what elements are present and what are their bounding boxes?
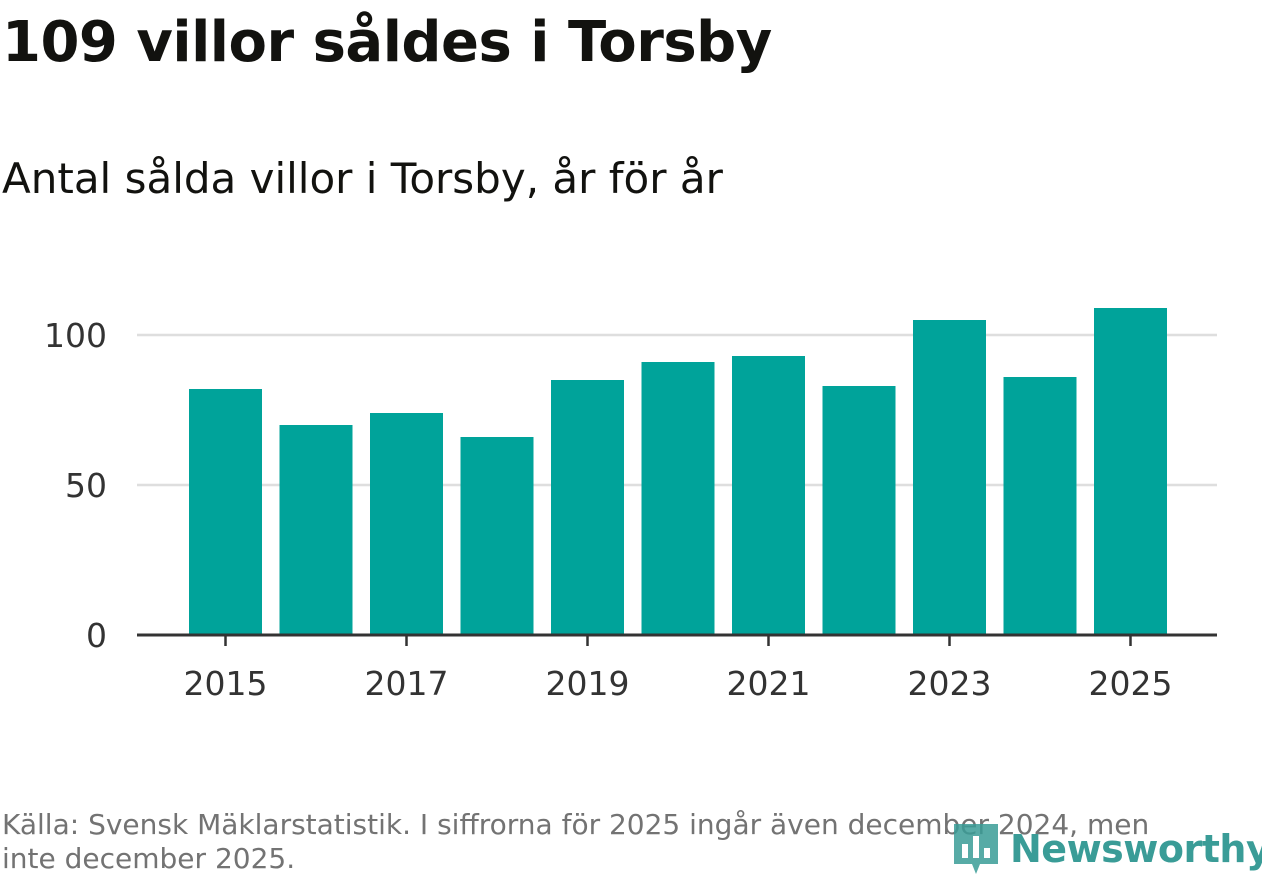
axes: 0 50 100 2015 2017 2019 2021 2023 2025 [44, 316, 1217, 703]
x-tick-label: 2017 [365, 664, 449, 703]
bar-2019 [551, 380, 624, 635]
bar-2015 [189, 389, 262, 635]
bar-series [189, 308, 1167, 635]
bar-2023 [913, 320, 986, 635]
chart-title: 109 villor såldes i Torsby [2, 10, 772, 75]
x-tick-label: 2015 [184, 664, 268, 703]
bar-2025 [1094, 308, 1167, 635]
x-tick-label: 2019 [546, 664, 630, 703]
bar-chart: 0 50 100 2015 2017 2019 2021 2023 2025 [44, 308, 1217, 703]
bar-2021 [732, 356, 805, 635]
bar-2024 [1003, 377, 1077, 635]
brand-logo: Newsworthy [950, 820, 1262, 878]
y-tick-label: 50 [65, 466, 107, 505]
chart-subtitle: Antal sålda villor i Torsby, år för år [2, 154, 723, 203]
bar-2018 [460, 437, 534, 635]
bar-2016 [279, 425, 353, 635]
x-tick-label: 2025 [1089, 664, 1173, 703]
bar-2020 [641, 362, 715, 635]
y-tick-label: 100 [44, 316, 107, 355]
x-tick-label: 2023 [908, 664, 992, 703]
x-tick-label: 2021 [727, 664, 811, 703]
bar-2017 [370, 413, 443, 635]
newsworthy-logo-icon [954, 824, 998, 874]
brand-name: Newsworthy [1010, 827, 1262, 871]
bar-2022 [822, 386, 896, 635]
y-tick-label: 0 [86, 616, 107, 655]
